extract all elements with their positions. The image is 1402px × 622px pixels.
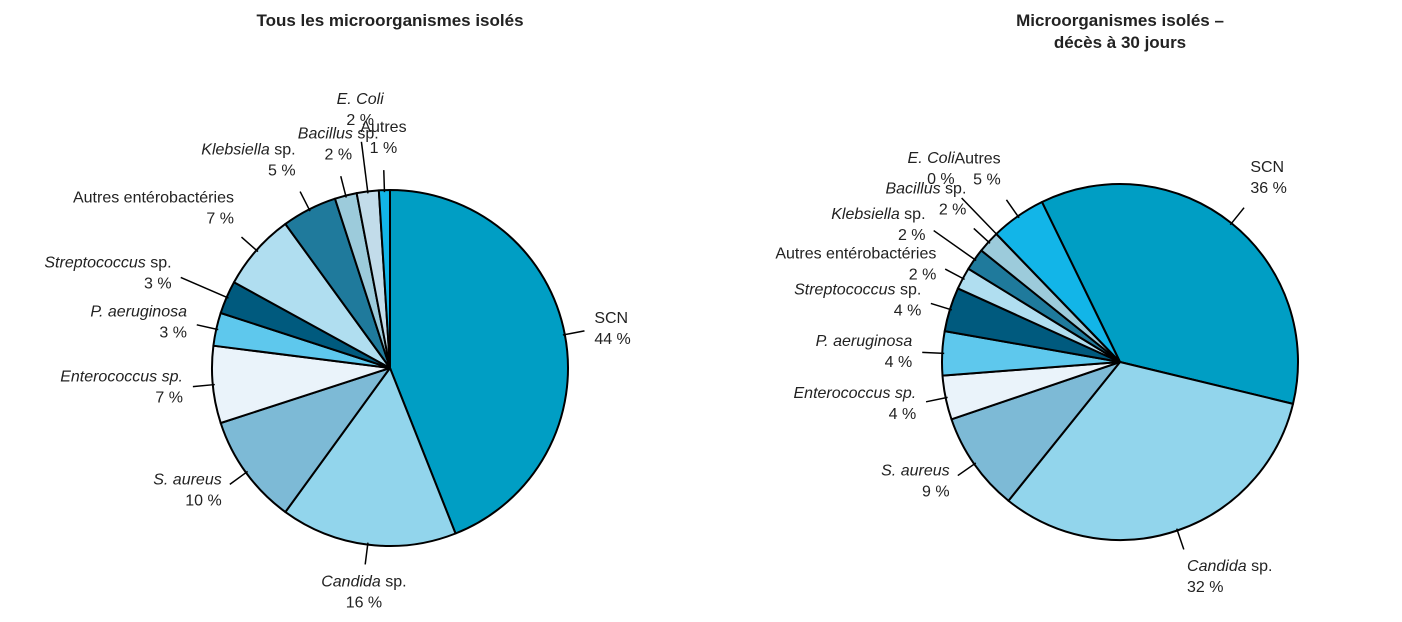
leader-line — [1005, 199, 1020, 219]
leader-line — [930, 302, 953, 311]
slice-label: Bacillus sp. — [885, 181, 966, 198]
slice-label: Candida sp. — [321, 573, 406, 590]
slice-label: SCN — [1250, 159, 1284, 176]
slice-label: Enterococcus sp. — [60, 369, 183, 386]
slice-label: Candida sp. — [1187, 558, 1272, 575]
slice-value-label: 3 % — [144, 275, 172, 292]
slice-value-label: 36 % — [1250, 180, 1286, 197]
slice-label: Autres entérobactéries — [775, 245, 936, 262]
leader-line — [957, 462, 977, 477]
slice-value-label: 2 % — [909, 266, 937, 283]
leader-line — [922, 351, 945, 355]
leader-line — [562, 330, 585, 336]
slice-label: P. aeruginosa — [90, 304, 187, 321]
chart-title: Tous les microorganismes isolés — [256, 11, 523, 30]
slice-value-label: 7 % — [155, 390, 183, 407]
slice-label: Klebsiella sp. — [201, 142, 295, 159]
chart-title: Microorganismes isolés – — [1016, 11, 1224, 30]
chart-title: décès à 30 jours — [1054, 33, 1186, 52]
slice-value-label: 5 % — [973, 172, 1001, 189]
slice-label: Autres — [954, 151, 1000, 168]
leader-line — [360, 141, 369, 194]
slice-value-label: 4 % — [889, 406, 917, 423]
leader-line — [961, 197, 999, 236]
leader-line — [180, 276, 229, 299]
slice-label: E. Coli — [337, 91, 385, 108]
leader-line — [933, 229, 977, 262]
leader-line — [1229, 207, 1245, 226]
slice-label: S. aureus — [881, 462, 949, 479]
slice-label: Klebsiella sp. — [831, 206, 925, 223]
slice-value-label: 4 % — [894, 302, 922, 319]
slice-value-label: 5 % — [268, 163, 296, 180]
leader-line — [364, 542, 369, 565]
slice-label: Streptococcus sp. — [44, 254, 171, 271]
slice-value-label: 2 % — [898, 227, 926, 244]
leader-line — [229, 470, 249, 485]
slice-label: Enterococcus sp. — [794, 385, 917, 402]
slice-label: Streptococcus sp. — [794, 281, 921, 298]
slice-value-label: 2 % — [346, 112, 374, 129]
slice-value-label: 2 % — [939, 202, 967, 219]
leader-line — [973, 227, 991, 244]
leader-line — [196, 324, 219, 331]
leader-line — [340, 176, 347, 198]
slice-value-label: 3 % — [159, 325, 187, 342]
slice-value-label: 1 % — [370, 140, 398, 157]
slice-value-label: 32 % — [1187, 579, 1223, 596]
slice-value-label: 4 % — [885, 354, 913, 371]
slice-label: Autres entérobactéries — [73, 189, 234, 206]
slice-label: Bacillus sp. — [298, 126, 379, 143]
leader-line — [944, 268, 965, 281]
slice-value-label: 0 % — [927, 171, 955, 188]
slice-value-label: 9 % — [922, 483, 950, 500]
slice-value-label: 44 % — [594, 331, 630, 348]
slice-value-label: 16 % — [346, 594, 382, 611]
slice-label: E. Coli — [908, 150, 956, 167]
leader-line — [1176, 528, 1185, 550]
leader-line — [383, 170, 386, 193]
slice-value-label: 2 % — [324, 147, 352, 164]
slice-value-label: 7 % — [206, 210, 234, 227]
leader-line — [299, 191, 311, 212]
slice-label: S. aureus — [153, 471, 221, 488]
slice-label: P. aeruginosa — [816, 333, 913, 350]
leader-line — [192, 383, 215, 388]
leader-line — [240, 236, 259, 253]
slice-label: SCN — [594, 310, 628, 327]
slice-value-label: 10 % — [185, 492, 221, 509]
leader-line — [925, 396, 948, 403]
slice-label: Autres — [360, 119, 406, 136]
